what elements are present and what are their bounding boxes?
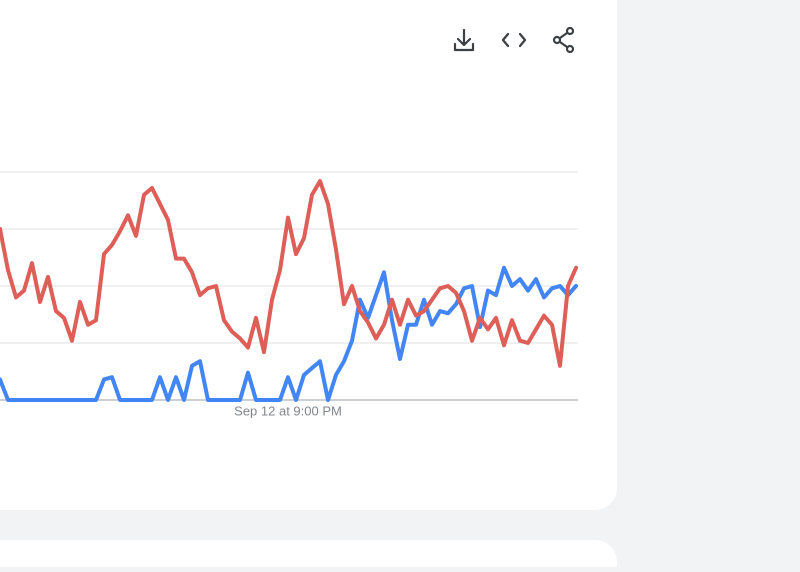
share-button[interactable] bbox=[552, 26, 575, 54]
series-line bbox=[0, 179, 578, 368]
card bbox=[0, 0, 617, 510]
series-line bbox=[0, 265, 578, 402]
embed-button[interactable] bbox=[501, 32, 527, 48]
x-tick-label: Sep 12 at 9:00 PM bbox=[234, 403, 342, 418]
next-card bbox=[0, 540, 617, 572]
download-button[interactable] bbox=[453, 28, 475, 52]
